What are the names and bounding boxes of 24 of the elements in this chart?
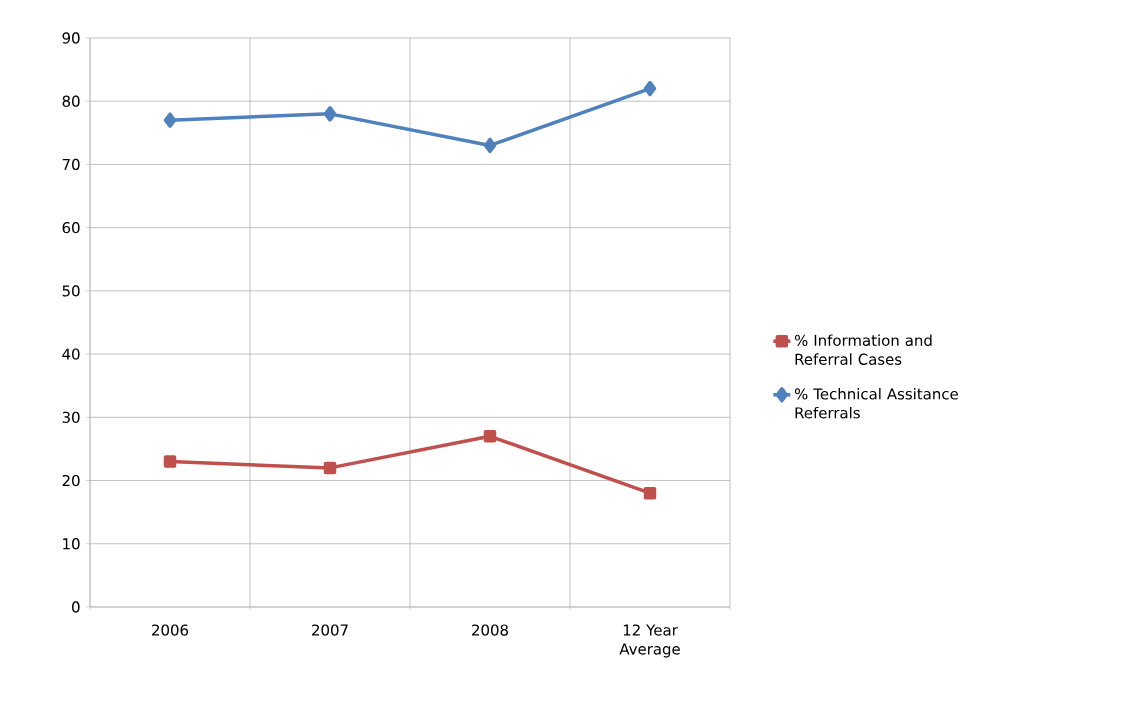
legend-label: % Technical Assitance Referrals bbox=[794, 388, 958, 419]
y-tick-label: 50 bbox=[62, 285, 80, 297]
y-tick-label: 20 bbox=[62, 474, 80, 487]
y-tick-label: 40 bbox=[62, 348, 80, 360]
x-tick-label: 12 Year Average bbox=[619, 624, 680, 658]
x-tick-label: 2008 bbox=[472, 624, 508, 636]
point bbox=[323, 461, 337, 475]
point bbox=[483, 137, 497, 154]
x-tick-label: 2007 bbox=[312, 624, 348, 636]
point bbox=[163, 112, 177, 128]
point bbox=[643, 486, 657, 500]
x-tick-label: 2006 bbox=[152, 624, 189, 636]
point bbox=[163, 455, 177, 468]
point bbox=[483, 430, 497, 443]
y-tick-label: 80 bbox=[62, 95, 80, 107]
y-tick-label: 70 bbox=[62, 158, 80, 171]
point bbox=[323, 106, 337, 122]
y-tick-label: 60 bbox=[62, 222, 80, 234]
y-tick-label: 10 bbox=[63, 538, 80, 550]
y-tick-label: 90 bbox=[62, 32, 80, 44]
point bbox=[643, 80, 657, 97]
y-tick-label: 30 bbox=[62, 411, 80, 423]
legend-label: % Information and Referral Cases bbox=[794, 334, 932, 365]
y-tick-label: 0 bbox=[72, 601, 80, 613]
